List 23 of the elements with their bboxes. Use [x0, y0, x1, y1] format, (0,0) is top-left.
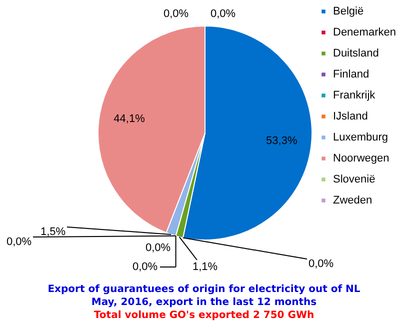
- data-label: 53,3%: [266, 134, 298, 147]
- data-label: 44,1%: [114, 112, 146, 125]
- text: May, 2016, export in the last 12 months: [91, 297, 317, 308]
- text: 0,0%: [132, 261, 158, 273]
- text: 0,0%: [210, 8, 236, 20]
- text: 0,0%: [163, 8, 189, 20]
- legend-label: Slovenië: [333, 174, 376, 186]
- legend-label: Finland: [333, 68, 370, 80]
- legend-label: Frankrijk: [333, 90, 376, 102]
- legend-label: België: [333, 6, 364, 18]
- text: 0,0%: [145, 242, 171, 254]
- legend-label: Zweden: [333, 194, 372, 206]
- legend-label: Denemarken: [333, 26, 396, 38]
- legend-label: Luxemburg: [333, 132, 388, 144]
- text: 0,0%: [308, 258, 334, 270]
- legend-label: Noorwegen: [333, 152, 390, 164]
- text: Export of guarantuees of origin for electricity out of NL: [48, 284, 360, 295]
- data-label: 1,5%: [40, 226, 66, 238]
- text: Total volume GO's exported 2 750 GWh: [94, 310, 314, 321]
- legend-label: Duitsland: [333, 48, 379, 60]
- data-label: 1,1%: [192, 261, 218, 273]
- text: 0,0%: [6, 236, 32, 248]
- legend-label: IJsland: [333, 110, 368, 122]
